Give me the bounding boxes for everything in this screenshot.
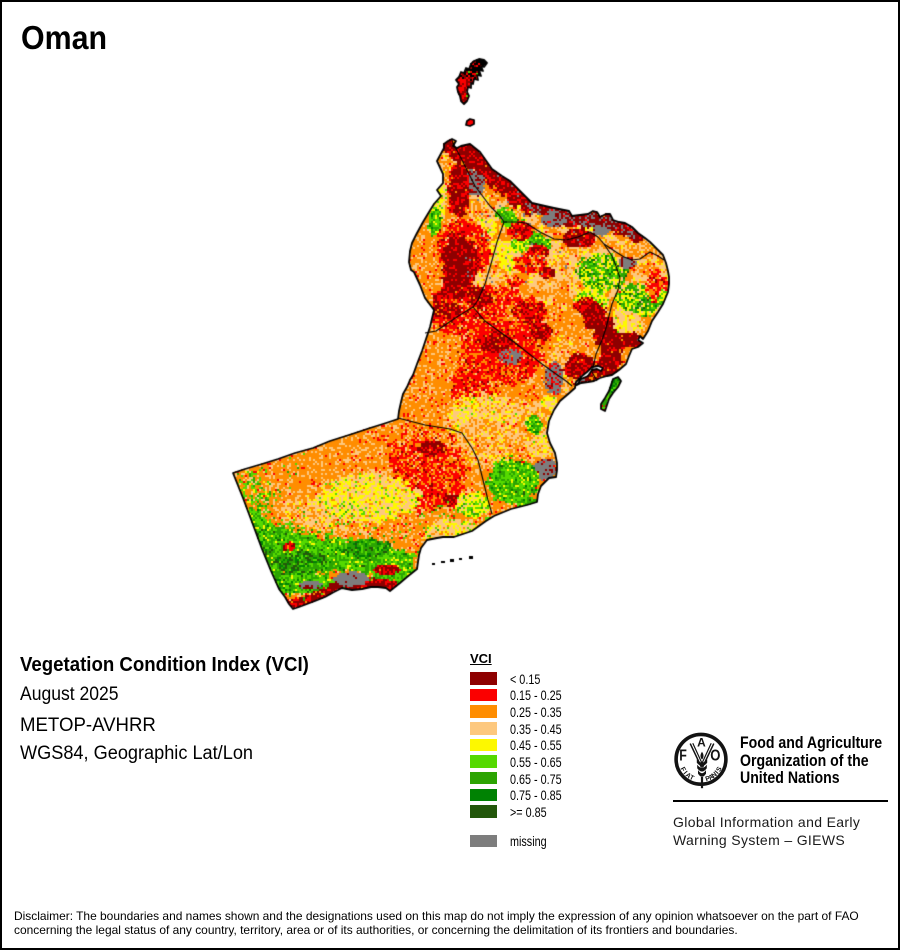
svg-text:A: A [697,736,706,750]
svg-text:F: F [678,766,686,773]
svg-text:I: I [714,770,721,776]
svg-text:T: T [688,774,696,782]
svg-text:F: F [679,748,687,765]
svg-text:P: P [705,775,712,783]
svg-text:A: A [684,772,692,781]
svg-text:I: I [682,770,689,776]
svg-text:A: A [707,773,715,782]
svg-text:O: O [710,748,720,765]
svg-text:N: N [710,771,718,780]
svg-text:S: S [715,765,724,773]
